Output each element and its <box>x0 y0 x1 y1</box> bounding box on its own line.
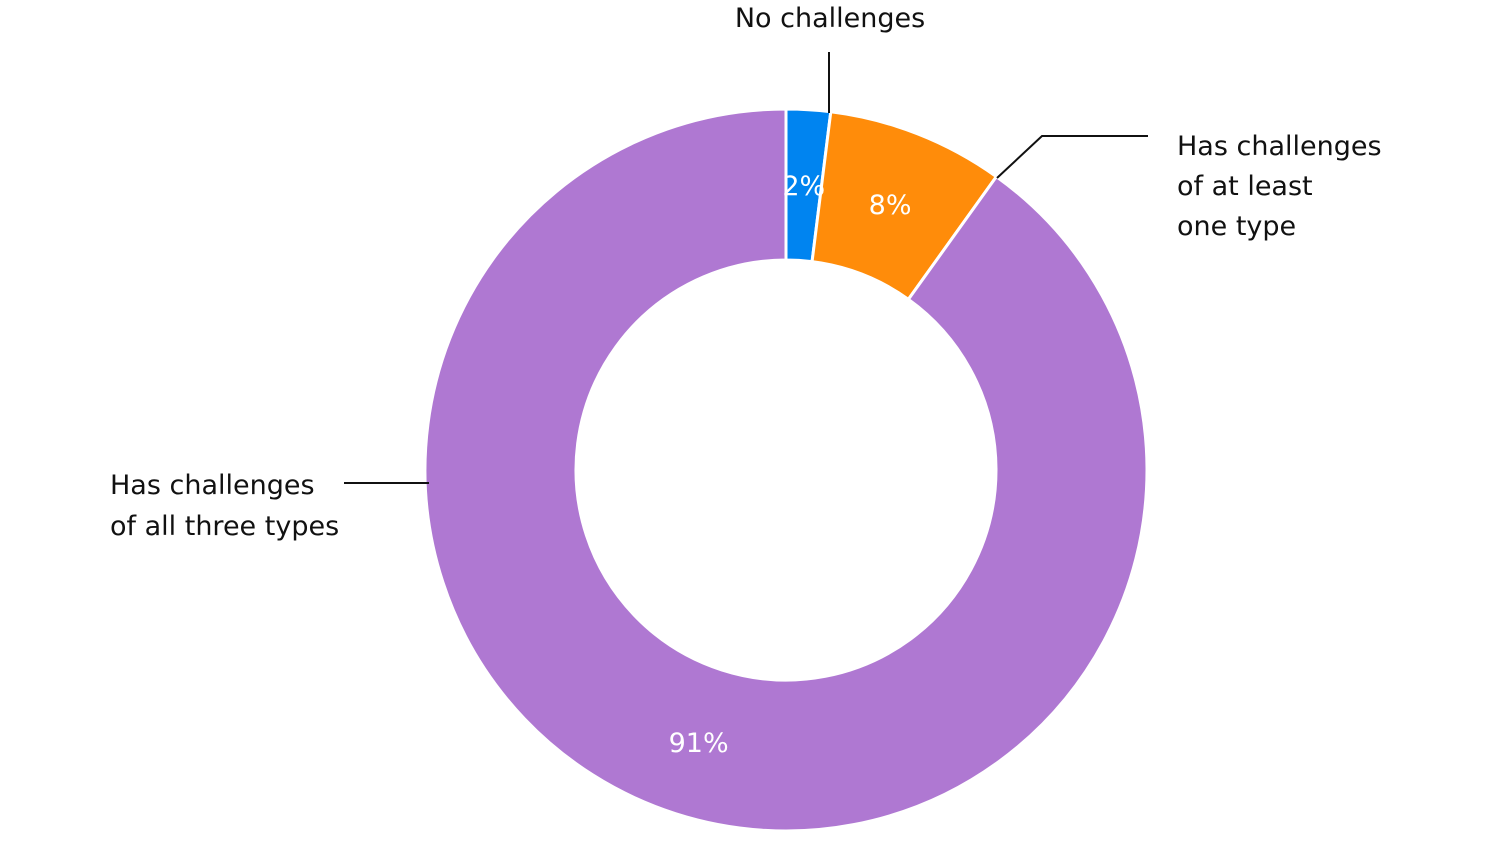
category-label-2-line-1: of all three types <box>110 511 339 542</box>
category-label-1: Has challenges of at least one type <box>1177 131 1382 242</box>
value-label-0: 2% <box>782 171 825 202</box>
slices-layer <box>423 107 1149 833</box>
value-label-2: 91% <box>669 728 729 759</box>
value-label-1: 8% <box>869 190 912 221</box>
category-label-1-line-1: of at least <box>1177 171 1313 202</box>
slice-2 <box>423 107 1149 833</box>
category-label-0: No challenges <box>735 3 925 34</box>
leader-lines <box>344 52 1148 484</box>
labels-layer: 2% 8% 91% No challenges Has challenges of at … <box>110 3 1382 759</box>
category-label-0-line-0: No challenges <box>735 3 925 34</box>
category-label-1-line-2: one type <box>1177 211 1296 242</box>
category-label-2: Has challenges of all three types <box>110 470 339 542</box>
leader-line-1 <box>996 135 1148 179</box>
category-label-1-line-0: Has challenges <box>1177 131 1382 162</box>
category-label-2-line-0: Has challenges <box>110 470 315 501</box>
